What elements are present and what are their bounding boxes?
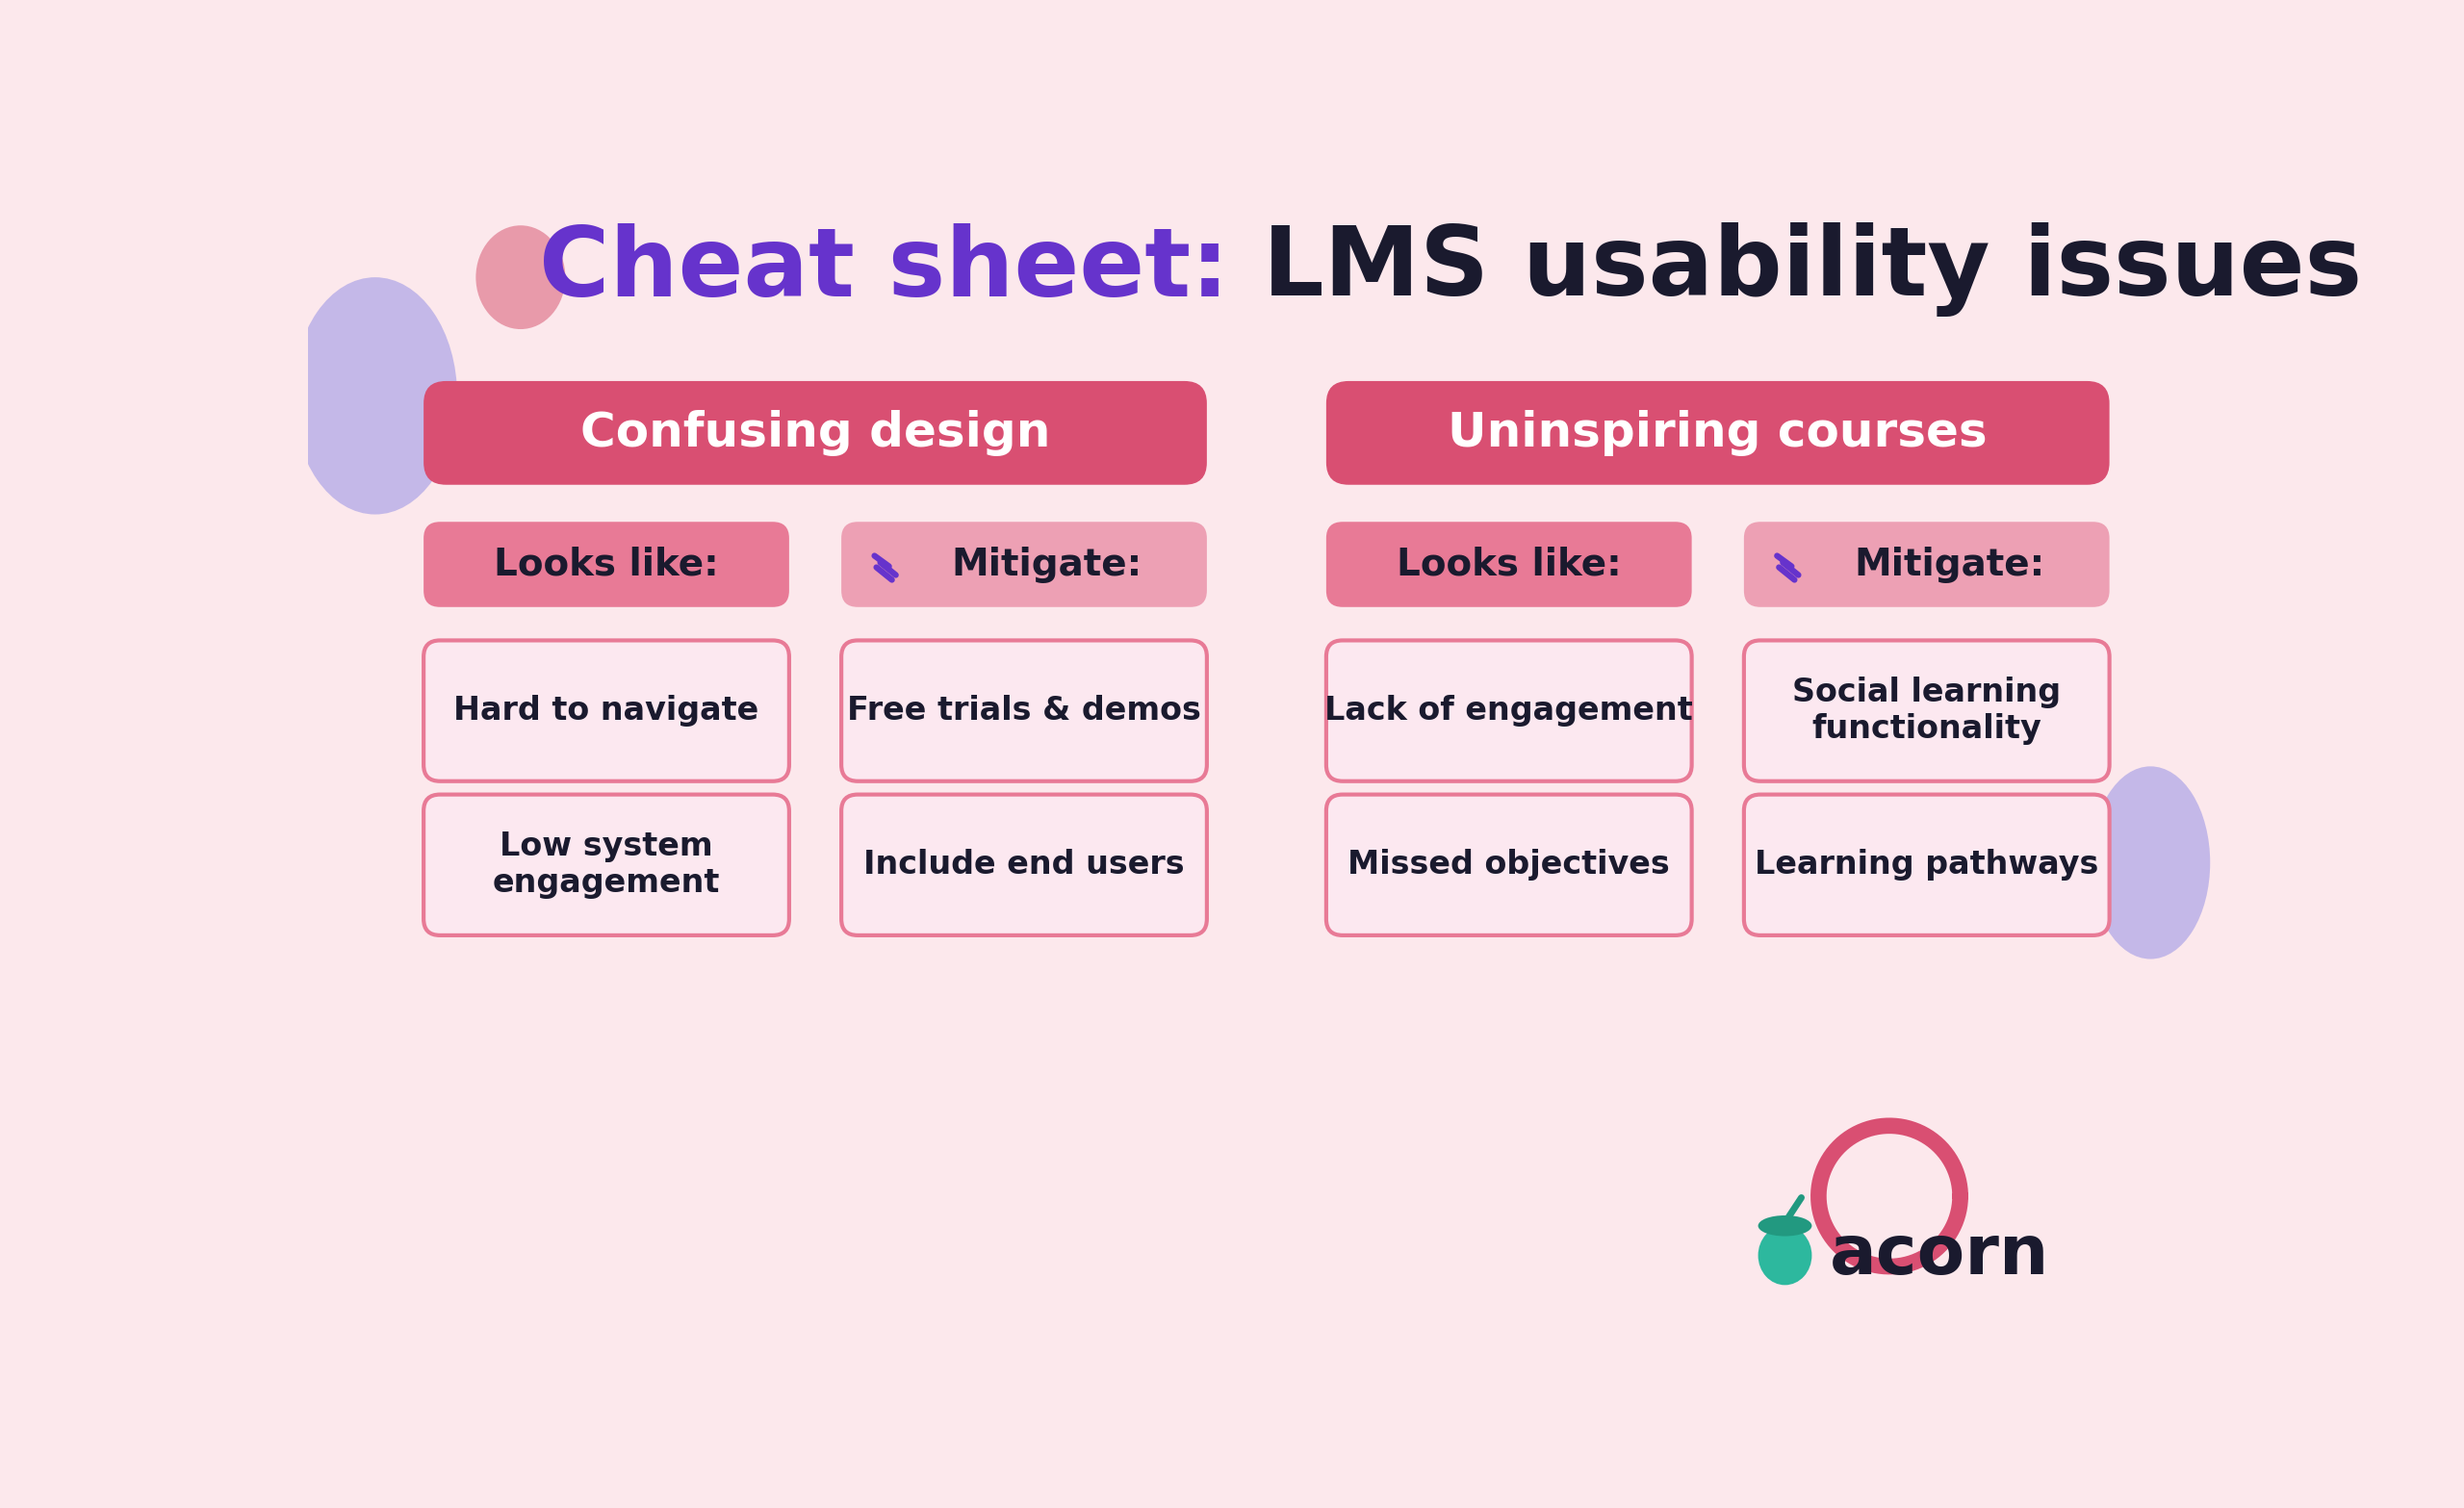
Text: Cheat sheet:: Cheat sheet: — [540, 223, 1264, 317]
FancyBboxPatch shape — [424, 522, 788, 608]
FancyBboxPatch shape — [1326, 522, 1693, 608]
Text: Missed objectives: Missed objectives — [1348, 849, 1671, 881]
Ellipse shape — [2092, 766, 2210, 959]
Text: Looks like:: Looks like: — [493, 546, 719, 582]
Ellipse shape — [1759, 1226, 1811, 1285]
FancyBboxPatch shape — [1326, 382, 2109, 484]
Text: Learning pathways: Learning pathways — [1754, 849, 2099, 881]
Text: Include end users: Include end users — [862, 849, 1185, 881]
FancyBboxPatch shape — [424, 795, 788, 935]
Ellipse shape — [293, 277, 458, 514]
Text: Looks like:: Looks like: — [1397, 546, 1621, 582]
Text: Mitigate:: Mitigate: — [951, 546, 1141, 582]
FancyBboxPatch shape — [1745, 522, 2109, 608]
FancyBboxPatch shape — [424, 382, 1207, 484]
FancyBboxPatch shape — [1326, 641, 1693, 781]
Text: Confusing design: Confusing design — [579, 410, 1050, 455]
Text: Hard to navigate: Hard to navigate — [453, 695, 759, 727]
Text: Free trials & demos: Free trials & demos — [848, 695, 1200, 727]
FancyBboxPatch shape — [840, 641, 1207, 781]
Ellipse shape — [1759, 1215, 1811, 1237]
Text: Social learning
functionality: Social learning functionality — [1791, 677, 2060, 745]
FancyBboxPatch shape — [840, 522, 1207, 608]
FancyBboxPatch shape — [424, 641, 788, 781]
Text: Low system
engagement: Low system engagement — [493, 831, 719, 899]
Text: LMS usability issues: LMS usability issues — [1264, 223, 2363, 317]
Text: Lack of engagement: Lack of engagement — [1326, 695, 1693, 727]
FancyBboxPatch shape — [1745, 795, 2109, 935]
Text: acorn: acorn — [1831, 1221, 2050, 1289]
Text: Mitigate:: Mitigate: — [1853, 546, 2045, 582]
FancyBboxPatch shape — [1745, 641, 2109, 781]
FancyBboxPatch shape — [1326, 795, 1693, 935]
Text: Uninspiring courses: Uninspiring courses — [1449, 410, 1988, 455]
Ellipse shape — [476, 225, 564, 329]
FancyBboxPatch shape — [840, 795, 1207, 935]
